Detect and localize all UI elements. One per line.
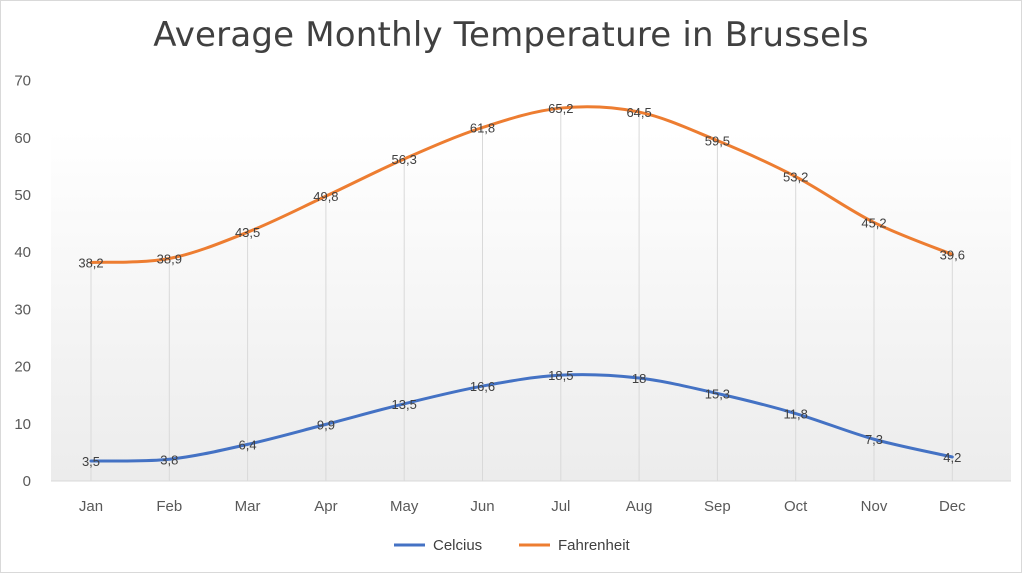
series-layer (89, 105, 954, 463)
data-label-fahrenheit: 45,2 (861, 215, 886, 230)
y-tick-label: 50 (14, 187, 31, 204)
series-line-fahrenheit (89, 105, 954, 264)
x-tick-label: Jul (551, 498, 570, 515)
data-label-celcius: 9,9 (317, 417, 335, 432)
data-label-celcius: 3,8 (160, 452, 178, 467)
data-label-celcius: 15,3 (705, 386, 730, 401)
data-label-celcius: 16,6 (470, 379, 495, 394)
data-label-celcius: 18 (632, 371, 646, 386)
data-label-fahrenheit: 39,6 (940, 247, 965, 262)
data-label-fahrenheit: 38,9 (157, 251, 182, 266)
x-tick-label: May (390, 498, 419, 515)
data-label-celcius: 4,2 (943, 450, 961, 465)
data-label-celcius: 13,5 (392, 397, 417, 412)
legend: Celcius Fahrenheit (394, 537, 631, 554)
data-label-fahrenheit: 65,2 (548, 101, 573, 116)
y-tick-label: 10 (14, 416, 31, 433)
data-label-fahrenheit: 64,5 (626, 105, 651, 120)
x-tick-label: Apr (314, 498, 337, 515)
x-tick-label: Oct (784, 498, 808, 515)
y-tick-label: 20 (14, 359, 31, 376)
y-tick-label: 70 (14, 73, 31, 90)
data-label-fahrenheit: 43,5 (235, 225, 260, 240)
x-tick-label: Aug (626, 498, 653, 515)
series-line-celcius (89, 373, 954, 463)
x-tick-label: Nov (861, 498, 888, 515)
data-label-fahrenheit: 38,2 (78, 255, 103, 270)
data-label-fahrenheit: 49,8 (313, 189, 338, 204)
y-tick-label: 30 (14, 301, 31, 318)
x-tick-label: Jun (470, 498, 494, 515)
y-tick-label: 0 (23, 473, 31, 490)
legend-label-celcius: Celcius (433, 537, 482, 554)
data-label-celcius: 3,5 (82, 454, 100, 469)
data-label-fahrenheit: 59,5 (705, 134, 730, 149)
data-label-fahrenheit: 61,8 (470, 121, 495, 136)
data-label-fahrenheit: 53,2 (783, 170, 808, 185)
data-label-celcius: 11,8 (784, 407, 808, 422)
y-tick-label: 60 (14, 130, 31, 147)
x-tick-label: Dec (939, 498, 966, 515)
x-tick-label: Mar (235, 498, 261, 515)
data-label-celcius: 18,5 (548, 368, 573, 383)
y-tick-label: 40 (14, 244, 31, 261)
x-tick-label: Jan (79, 498, 103, 515)
plot-area (51, 131, 1011, 481)
data-label-celcius: 7,3 (865, 432, 883, 447)
data-label-celcius: 6,4 (239, 437, 257, 452)
legend-label-fahrenheit: Fahrenheit (558, 537, 631, 554)
data-label-fahrenheit: 56,3 (392, 152, 417, 167)
x-tick-label: Feb (156, 498, 182, 515)
x-tick-label: Sep (704, 498, 731, 515)
axes: 0 10 20 30 40 50 60 70 Jan Feb Mar Apr May Jun Jul Aug S… (14, 73, 1011, 515)
chart-title: Average Monthly Temperature in Brussels (153, 15, 869, 55)
data-labels: 3,5 3,8 6,4 9,9 13,5 16,6 18,5 18 15,3 11,8 7,3 4,2… (78, 101, 965, 469)
